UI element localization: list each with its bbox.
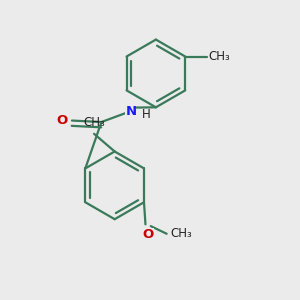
- Text: CH₃: CH₃: [209, 50, 230, 63]
- Text: O: O: [56, 114, 67, 127]
- Text: CH₃: CH₃: [170, 227, 192, 240]
- Text: N: N: [125, 105, 136, 118]
- Text: H: H: [142, 108, 151, 121]
- Text: CH₃: CH₃: [83, 116, 105, 128]
- Text: O: O: [143, 228, 154, 241]
